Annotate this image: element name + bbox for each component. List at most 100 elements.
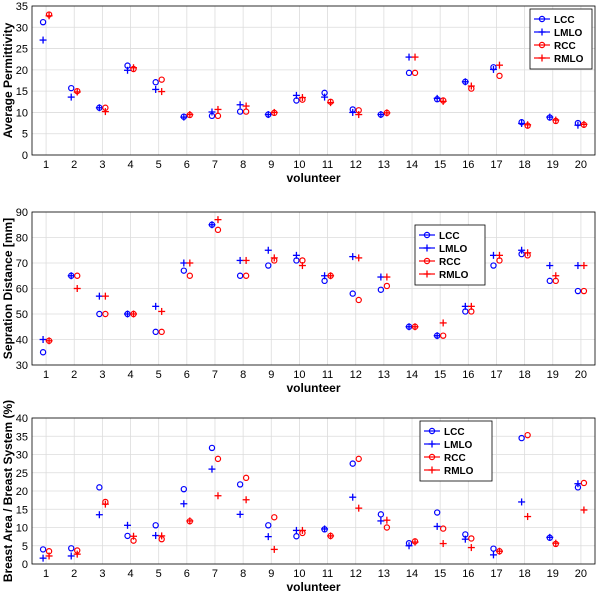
- data-point-rcc: [383, 282, 391, 290]
- x-tick-label: 2: [71, 369, 77, 381]
- data-point-lcc: [68, 545, 75, 552]
- data-point-rmlo: [101, 500, 109, 508]
- data-point-rcc: [74, 272, 81, 279]
- legend: LCC LMLO RCC RMLO: [414, 224, 486, 286]
- data-point-lcc: [208, 444, 216, 452]
- data-point-lmlo: [461, 535, 469, 543]
- data-point-lcc: [377, 511, 385, 518]
- x-tick-label: 1: [43, 568, 49, 580]
- x-tick-label: 11: [322, 568, 333, 580]
- data-point-rmlo: [270, 108, 278, 116]
- x-axis-label: volunteer: [286, 381, 340, 395]
- data-point-lcc: [180, 267, 188, 274]
- y-axis-label: Breast Area / Breast System (%): [1, 400, 15, 582]
- data-point-rcc: [186, 272, 194, 279]
- data-point-rmlo: [467, 302, 475, 310]
- legend-label-lmlo: LMLO: [444, 440, 473, 451]
- y-tick-label: 15: [16, 504, 28, 516]
- data-point-rmlo: [327, 532, 335, 540]
- y-axis-label: Sepration Distance [mm]: [1, 218, 15, 359]
- legend-marker-rmlo: [428, 466, 436, 474]
- data-point-rcc: [411, 69, 419, 77]
- data-point-lmlo: [349, 253, 357, 261]
- x-tick-label: 11: [322, 159, 333, 171]
- y-tick-label: 90: [16, 207, 28, 219]
- data-point-rcc: [214, 112, 222, 120]
- x-tick-label: 14: [406, 568, 418, 580]
- legend-marker-rcc: [428, 453, 436, 461]
- legend-marker-lcc: [423, 231, 431, 239]
- data-point-lcc: [236, 481, 244, 488]
- x-tick-label: 3: [99, 568, 105, 580]
- x-tick-label: 5: [156, 568, 162, 580]
- legend-marker-rmlo: [423, 270, 431, 278]
- data-point-rmlo: [130, 64, 138, 72]
- legend-marker-rcc: [538, 41, 546, 49]
- x-tick-label: 9: [268, 568, 274, 580]
- data-point-lmlo: [546, 113, 554, 121]
- data-point-rmlo: [383, 109, 391, 117]
- data-point-rmlo: [73, 285, 81, 292]
- legend-label-rcc: RCC: [439, 257, 461, 268]
- data-point-lmlo: [67, 93, 75, 101]
- axes-frame: [31, 417, 596, 565]
- data-point-rmlo: [214, 216, 222, 224]
- x-tick-label: 11: [322, 369, 333, 381]
- data-point-lmlo: [433, 332, 441, 340]
- x-tick-label: 16: [462, 159, 474, 171]
- data-point-rcc: [214, 226, 222, 234]
- data-point-rcc: [102, 310, 109, 318]
- x-tick-label: 14: [406, 159, 418, 171]
- data-point-lmlo: [236, 101, 244, 109]
- x-tick-label: 18: [519, 369, 531, 381]
- data-point-rcc: [242, 272, 250, 279]
- y-tick-label: 80: [16, 233, 28, 245]
- y-tick-label: 10: [16, 107, 28, 119]
- data-point-rcc: [271, 514, 278, 521]
- data-point-lcc: [433, 509, 441, 516]
- data-point-lmlo: [433, 94, 441, 102]
- y-tick-label: 35: [16, 431, 28, 443]
- legend-marker-lcc: [428, 427, 436, 435]
- data-point-rmlo: [580, 120, 588, 128]
- data-point-rcc: [496, 72, 503, 80]
- data-point-rmlo: [158, 307, 166, 315]
- x-axis-label: volunteer: [286, 580, 340, 594]
- legend-marker-lmlo: [428, 440, 436, 448]
- plot-area: [32, 6, 595, 155]
- legend-label-lmlo: LMLO: [439, 244, 468, 255]
- x-tick-label: 20: [575, 159, 587, 171]
- data-point-rmlo: [130, 310, 138, 318]
- data-point-lmlo: [67, 272, 75, 280]
- data-point-lmlo: [180, 259, 188, 267]
- data-point-lmlo: [489, 251, 497, 259]
- data-point-lmlo: [292, 251, 300, 259]
- y-tick-label: 30: [16, 450, 28, 462]
- x-tick-label: 14: [406, 369, 418, 381]
- data-point-rmlo: [45, 337, 53, 345]
- data-point-lmlo: [405, 542, 413, 550]
- data-point-rmlo: [298, 526, 306, 534]
- x-tick-label: 13: [378, 159, 390, 171]
- x-tick-label: 13: [378, 568, 390, 580]
- data-point-lmlo: [236, 256, 244, 264]
- data-point-lcc: [68, 84, 75, 92]
- data-point-rmlo: [439, 319, 447, 327]
- data-point-rmlo: [524, 121, 532, 129]
- x-tick-label: 10: [293, 369, 305, 381]
- data-point-rmlo: [158, 88, 166, 96]
- data-point-lmlo: [518, 498, 526, 506]
- data-point-rmlo: [270, 545, 278, 553]
- data-point-lcc: [265, 522, 272, 529]
- data-point-lcc: [574, 287, 582, 295]
- data-point-rcc: [524, 431, 531, 439]
- x-tick-label: 19: [547, 369, 559, 381]
- x-tick-label: 15: [434, 159, 446, 171]
- x-tick-label: 1: [43, 369, 49, 381]
- data-point-rmlo: [495, 251, 503, 259]
- data-point-rmlo: [439, 97, 447, 105]
- data-point-lmlo: [208, 465, 216, 473]
- data-point-lmlo: [180, 113, 188, 121]
- x-tick-label: 10: [293, 159, 305, 171]
- data-point-lmlo: [489, 551, 497, 559]
